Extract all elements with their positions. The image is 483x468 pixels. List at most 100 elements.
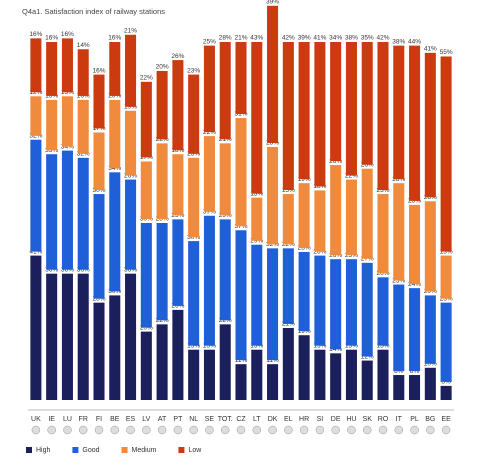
value-label: 28% [156, 216, 169, 223]
bar-segment [77, 269, 89, 400]
value-label: 41% [313, 35, 326, 42]
bar-segment [298, 247, 310, 332]
chart-title: Q4a1. Satisfaction index of railway stat… [22, 7, 165, 16]
label-bg [92, 294, 106, 303]
bar-segment [267, 142, 279, 245]
value-label: 21% [234, 35, 247, 42]
bar-segment [298, 179, 310, 248]
value-label: 13% [440, 248, 453, 255]
x-tick-label: TOT. [218, 416, 233, 423]
label-bg [281, 319, 296, 328]
bar-segment [140, 77, 152, 158]
x-tick-label: IT [396, 416, 403, 423]
bar-segment [424, 363, 436, 400]
value-label: 44% [408, 38, 421, 45]
flag [189, 425, 198, 435]
bar-segment [330, 349, 342, 400]
flag [315, 425, 325, 435]
bar-segment [251, 240, 263, 346]
x-tick-label: PL [410, 416, 419, 423]
bar-segment [282, 38, 294, 191]
bar-segment [188, 70, 200, 154]
value-label: 41% [424, 46, 437, 53]
bar-segment [61, 34, 73, 93]
value-label: 36% [61, 266, 74, 273]
bar-segment [314, 345, 326, 400]
flag [63, 425, 72, 435]
value-label: 25% [203, 38, 216, 45]
flag [157, 425, 167, 435]
value-label: 33% [45, 147, 58, 154]
value-label: 15% [250, 342, 263, 349]
bar-segment [330, 255, 342, 350]
value-label: 21% [282, 321, 295, 328]
x-tick-label: EL [284, 416, 293, 423]
bar-segment [140, 327, 152, 400]
value-label: 22% [345, 172, 358, 179]
label-bg [249, 34, 264, 42]
label-bg [186, 66, 201, 75]
bar-segment [235, 114, 247, 227]
bar-segment [109, 95, 121, 169]
bar-segment [377, 345, 389, 400]
label-bg [328, 34, 343, 42]
bar-segment [345, 255, 357, 346]
bar-segment [140, 219, 152, 328]
legend-swatch [72, 447, 79, 453]
label-bg [234, 34, 248, 42]
value-label: 22% [203, 129, 216, 136]
value-label: 22% [282, 241, 295, 248]
value-label: 22% [219, 317, 232, 324]
x-tick-label: HR [299, 416, 309, 423]
value-label: 15% [45, 93, 58, 100]
value-label: 26% [171, 53, 184, 60]
value-label: 11% [266, 357, 279, 364]
flag [126, 425, 135, 435]
value-label: 28% [92, 295, 105, 302]
bar-segment [203, 345, 215, 400]
value-label: 41% [29, 248, 42, 255]
value-label: 42% [376, 35, 389, 42]
value-label: 11% [235, 357, 248, 364]
flag [331, 425, 340, 435]
value-label: 25% [345, 252, 358, 259]
value-label: 26% [313, 248, 326, 255]
value-label: 16% [61, 31, 74, 38]
bar-segment [424, 48, 436, 198]
bar-segment [298, 38, 310, 180]
value-label: 30% [108, 288, 121, 295]
value-label: 26% [329, 158, 342, 165]
bar-segment [61, 146, 73, 270]
label-bg [297, 34, 312, 42]
bar-segment [440, 298, 452, 382]
flag [220, 425, 230, 435]
bar-segment [377, 273, 389, 346]
value-label: 20% [108, 93, 121, 100]
value-label: 32% [266, 241, 279, 248]
x-tick-label: LU [63, 416, 72, 423]
bar-segment [251, 193, 263, 241]
value-label: 19% [298, 176, 311, 183]
bar-segment [188, 153, 200, 238]
value-label: 29% [219, 212, 232, 219]
value-label: 18% [171, 147, 184, 154]
value-label: 10% [424, 361, 437, 368]
bar-segment [393, 280, 405, 372]
value-label: 19% [124, 103, 137, 110]
bar-segment [235, 226, 247, 361]
value-label: 21% [219, 136, 232, 143]
label-bg [297, 243, 312, 252]
legend-label: Medium [132, 447, 157, 454]
bar-segment [314, 186, 326, 252]
x-tick-label: IE [48, 416, 55, 423]
bar-segment [46, 150, 58, 270]
value-label: 26% [329, 252, 342, 259]
flag [410, 425, 419, 435]
value-label: 28% [392, 176, 405, 183]
legend-label: Low [188, 447, 202, 454]
value-label: 23% [298, 245, 311, 252]
value-label: 21% [124, 27, 137, 34]
value-label: 55% [440, 49, 453, 56]
bar-segment [30, 135, 42, 252]
bar-segment [393, 371, 405, 400]
